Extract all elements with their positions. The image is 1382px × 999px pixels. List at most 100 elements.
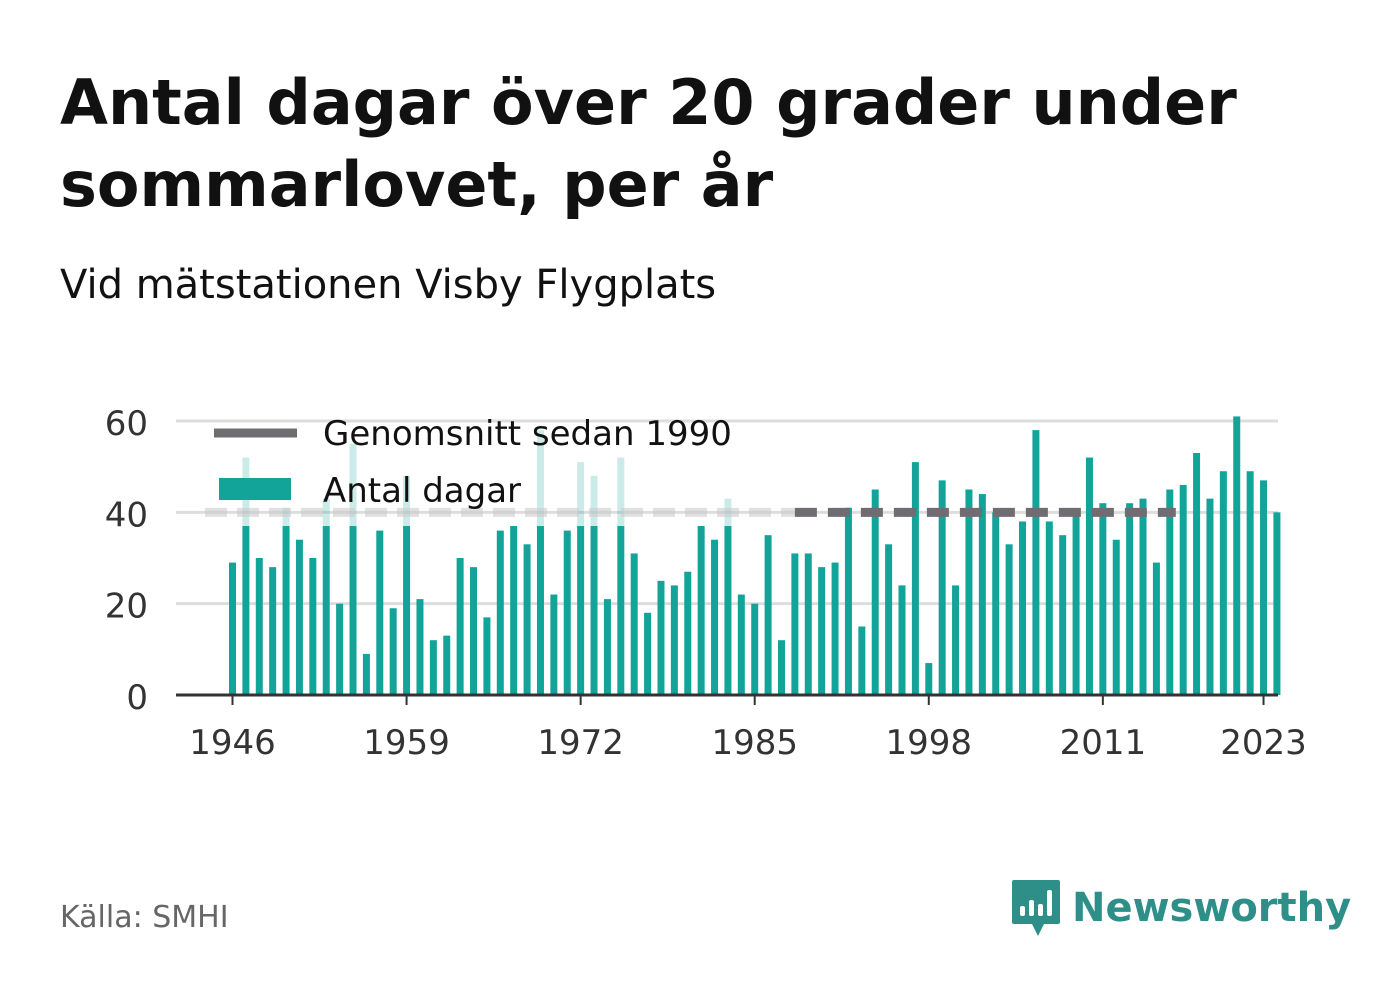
bar <box>536 526 544 695</box>
bar <box>1099 503 1107 695</box>
bar <box>483 617 491 695</box>
y-tick-label: 40 <box>105 495 148 535</box>
x-tick-label: 1972 <box>537 723 624 763</box>
legend-label-bars: Antal dagar <box>323 471 521 511</box>
x-tick-label: 1998 <box>886 723 973 763</box>
bar-overlay-part <box>322 498 330 527</box>
bar <box>1206 498 1214 695</box>
bar <box>1193 452 1201 695</box>
bar <box>804 553 812 695</box>
bar <box>630 553 638 695</box>
bar <box>403 526 411 695</box>
bar <box>1233 416 1241 695</box>
bar <box>1112 539 1120 695</box>
bar <box>1260 480 1268 695</box>
bar <box>751 603 759 695</box>
bar <box>429 640 437 695</box>
bar <box>992 512 1000 695</box>
bar <box>336 603 344 695</box>
bar <box>791 553 799 695</box>
bar <box>697 526 705 695</box>
bar <box>577 526 585 695</box>
bar <box>229 562 236 695</box>
bar <box>670 585 678 695</box>
bar-overlay-part <box>349 443 357 527</box>
bar <box>844 507 852 695</box>
bar <box>443 635 451 695</box>
bar <box>242 526 250 695</box>
bar <box>550 594 558 695</box>
bar <box>617 526 625 695</box>
bar-overlay-part <box>536 430 544 527</box>
bar <box>295 539 303 695</box>
newsworthy-logo-icon <box>1012 880 1060 936</box>
bar <box>322 526 330 695</box>
x-tick-label: 1985 <box>711 723 798 763</box>
bar <box>603 599 611 695</box>
brand-name: Newsworthy <box>1072 885 1352 931</box>
bar <box>965 489 973 695</box>
bar <box>684 571 692 695</box>
x-tick-label: 2023 <box>1220 723 1307 763</box>
bar <box>510 526 518 695</box>
bar <box>831 562 839 695</box>
legend-label-average: Genomsnitt sedan 1990 <box>323 414 732 454</box>
bar <box>496 530 504 695</box>
bar <box>911 462 919 695</box>
bar <box>724 526 732 695</box>
bar <box>309 558 317 695</box>
chart-subtitle: Vid mätstationen Visby Flygplats <box>60 262 717 308</box>
bar <box>925 663 933 695</box>
bar <box>1179 484 1187 695</box>
bar-overlay-part <box>617 457 625 527</box>
bar <box>1059 535 1067 695</box>
bar <box>737 594 745 695</box>
bar <box>1019 521 1027 695</box>
bar <box>523 544 531 695</box>
bar <box>777 640 785 695</box>
bar <box>1273 512 1281 695</box>
bar <box>389 608 397 695</box>
bar <box>563 530 571 695</box>
bar <box>1072 512 1080 695</box>
bar <box>282 526 290 695</box>
legend-swatch-bars <box>219 478 291 500</box>
bar <box>764 535 772 695</box>
legend: Genomsnitt sedan 1990 Antal dagar <box>214 414 732 511</box>
bar <box>349 526 357 695</box>
bar <box>255 558 263 695</box>
x-tick-label: 2011 <box>1060 723 1147 763</box>
bar <box>871 489 879 695</box>
bar-overlay-part <box>590 475 598 527</box>
bar-overlay-part <box>282 507 290 527</box>
axes: 0 20 40 60 1946 1959 1972 1985 1998 2011 2023 <box>105 404 1307 763</box>
bar <box>456 558 464 695</box>
bar <box>657 580 665 695</box>
bar <box>269 567 277 695</box>
bar <box>1139 498 1147 695</box>
brand-logo[interactable]: Newsworthy <box>1010 878 1351 938</box>
source-note: Källa: SMHI <box>60 900 229 935</box>
y-tick-label: 0 <box>126 678 148 718</box>
bar <box>1045 521 1053 695</box>
y-tick-label: 60 <box>105 404 148 444</box>
bar <box>858 626 866 695</box>
bar <box>470 567 478 695</box>
bar <box>898 585 906 695</box>
bar <box>885 544 893 695</box>
bar <box>1166 489 1174 695</box>
bar <box>1126 503 1134 695</box>
bar <box>818 567 826 695</box>
bar <box>978 494 986 695</box>
bar <box>590 526 598 695</box>
y-tick-label: 20 <box>105 587 148 627</box>
bar <box>938 480 946 695</box>
bar <box>362 653 370 695</box>
bar <box>1246 471 1254 695</box>
bar <box>1152 562 1160 695</box>
bar <box>644 612 652 695</box>
bar <box>952 585 960 695</box>
bar <box>1032 430 1040 695</box>
x-tick-label: 1959 <box>363 723 450 763</box>
